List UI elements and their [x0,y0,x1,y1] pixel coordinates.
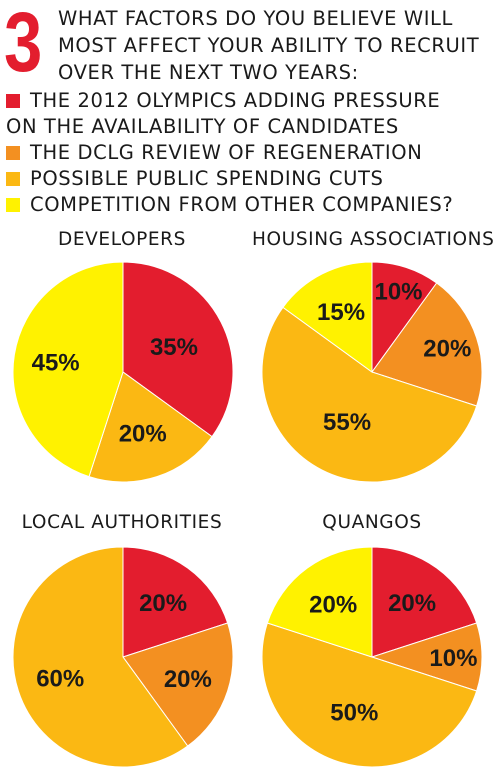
pie-slice-label: 55% [323,409,371,436]
pie-slice-amber [12,546,189,768]
pie-slice-yellow [282,261,373,373]
pie-slice-amber [88,371,213,483]
pie-slice-label: 45% [32,349,80,376]
pie-slice-orange [122,622,234,747]
legend-swatch-red [6,93,20,108]
pie-slice-label: 10% [374,278,422,305]
legend-item-spending-cuts: POSSIBLE PUBLIC SPENDING CUTS [6,166,453,192]
legend-item-dclg: THE DCLG REVIEW OF REGENERATION [6,140,453,166]
pie-slice-label: 20% [388,590,436,617]
legend-swatch-yellow [6,197,20,212]
pie-slice-red [122,261,234,438]
pie-slice-label: 20% [119,421,167,448]
pie-slice-red [371,546,478,658]
legend-label-continuation: ON THE AVAILABILITY OF CANDIDATES [6,115,399,138]
chart-title-local-authorities: LOCAL AUTHORITIES [21,512,223,533]
legend-item-competition: COMPETITION FROM OTHER COMPANIES? [6,192,453,218]
legend-label: THE DCLG REVIEW OF REGENERATION [30,141,423,164]
pie-slice-orange [371,282,483,407]
pie-slice-label: 60% [36,665,84,692]
pie-slice-label: 35% [150,334,198,361]
pie-slice-red [122,546,229,658]
pie-slice-amber [261,622,478,768]
question-line-2: MOST AFFECT YOUR ABILITY TO RECRUIT [58,34,480,57]
chart-title-housing-associations: HOUSING ASSOCIATIONS [252,229,495,250]
pie-slice-label: 20% [423,336,471,363]
pie-slice-label: 20% [164,666,212,693]
pie-slice-label: 20% [139,590,187,617]
legend-item-olympics: THE 2012 OLYMPICS ADDING PRESSURE ON THE… [6,88,453,140]
pie-slice-label: 15% [317,299,365,326]
pie-slice-yellow [266,546,373,658]
question-header: 3 WHAT FACTORS DO YOU BELIEVE WILL MOST … [0,0,500,218]
chart-title-developers: DEVELOPERS [58,229,186,250]
pie-slice-yellow [12,261,124,478]
question-line-1: WHAT FACTORS DO YOU BELIEVE WILL [58,7,453,30]
pie-slice-amber [261,306,478,483]
question-line-3: OVER THE NEXT TWO YEARS: [58,61,359,84]
chart-title-quangos: QUANGOS [322,512,422,533]
legend: THE 2012 OLYMPICS ADDING PRESSURE ON THE… [6,88,453,218]
legend-swatch-amber [6,171,20,186]
pie-slice-label: 10% [429,645,477,672]
pie-slice-label: 20% [309,592,357,619]
legend-label: THE 2012 OLYMPICS ADDING PRESSURE [30,89,441,112]
legend-label: POSSIBLE PUBLIC SPENDING CUTS [30,167,384,190]
pie-slice-label: 50% [330,699,378,726]
legend-swatch-orange [6,145,20,160]
legend-label: COMPETITION FROM OTHER COMPANIES? [30,193,454,216]
question-number: 3 [4,0,42,89]
